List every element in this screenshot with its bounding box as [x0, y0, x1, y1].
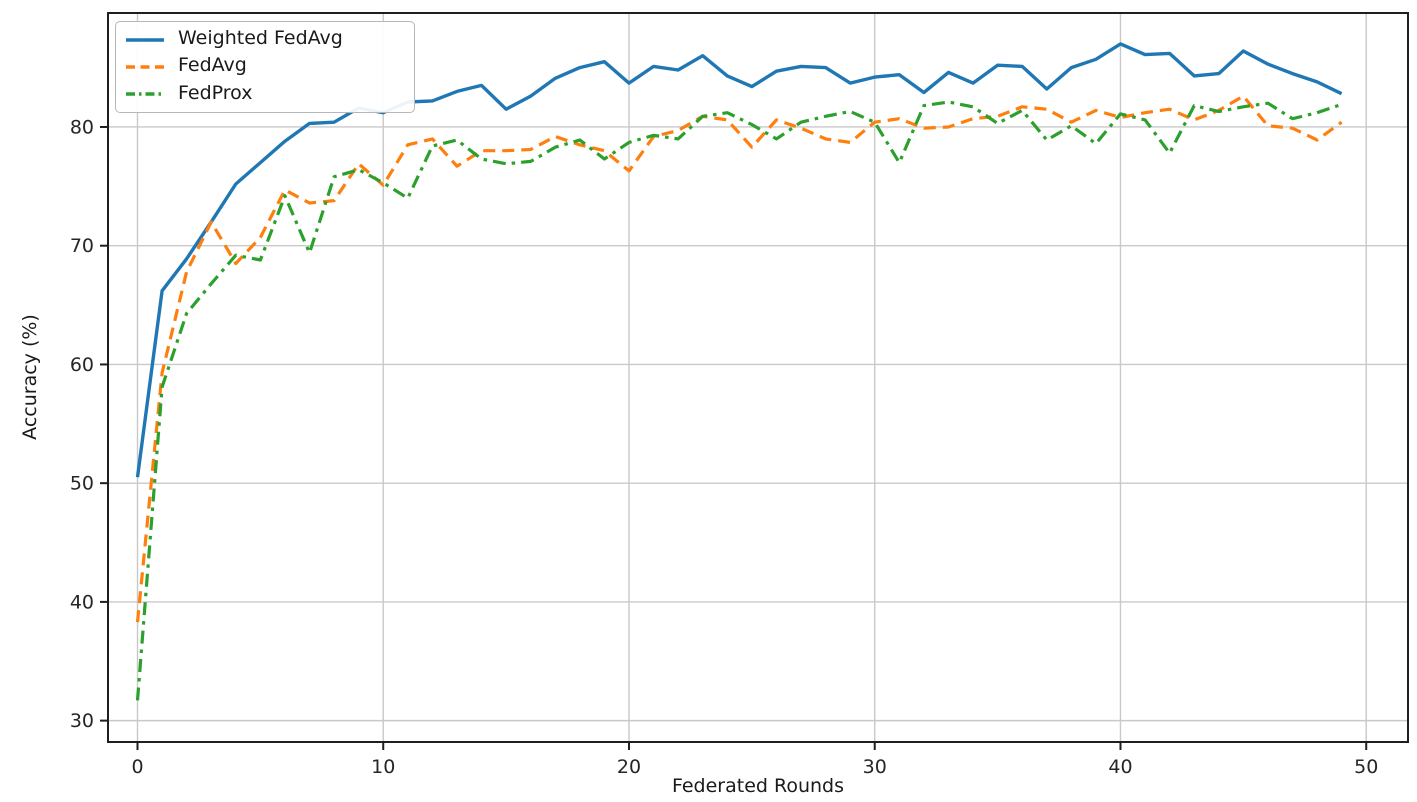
legend-line-sample-dashed [126, 65, 164, 69]
legend-label-fedprox: FedProx [178, 81, 253, 104]
y-tick-label: 60 [70, 354, 94, 376]
y-tick-label: 70 [70, 235, 94, 257]
y-tick-label: 30 [70, 710, 94, 732]
legend-item-fedprox: FedProx [125, 81, 404, 105]
legend-item-fedavg: FedAvg [125, 56, 404, 77]
y-tick-label: 40 [70, 591, 94, 613]
legend-label-weighted-fedavg: Weighted FedAvg [178, 27, 343, 50]
x-tick-label: 30 [863, 756, 887, 778]
legend: Weighted FedAvg FedAvg FedProx [115, 21, 415, 113]
y-tick-label: 50 [70, 473, 94, 495]
x-tick-label: 10 [371, 756, 395, 778]
legend-item-weighted-fedavg: Weighted FedAvg [125, 29, 404, 50]
legend-label-fedavg: FedAvg [178, 54, 247, 77]
x-tick-label: 40 [1108, 756, 1132, 778]
x-axis-label: Federated Rounds [671, 775, 845, 797]
y-tick-label: 80 [70, 116, 94, 138]
legend-line-sample-dashdot [126, 92, 164, 97]
plot-spines [107, 12, 1409, 743]
x-tick-label: 50 [1354, 756, 1378, 778]
x-tick-label: 0 [131, 756, 143, 778]
legend-line-sample-solid [126, 37, 164, 42]
y-axis-label: Accuracy (%) [19, 314, 41, 440]
x-tick-label: 20 [617, 756, 641, 778]
series-line-fedavg [135, 94, 1343, 623]
series-line-fedprox [135, 100, 1343, 701]
series-line-weighted-fedavg [135, 42, 1343, 478]
